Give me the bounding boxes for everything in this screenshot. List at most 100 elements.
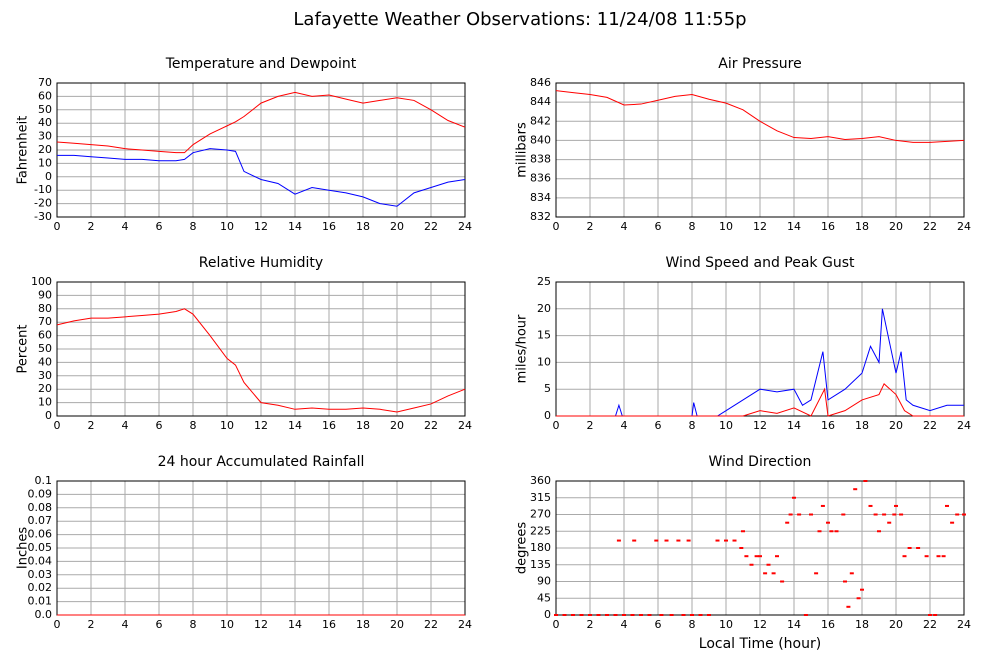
point xyxy=(632,539,637,542)
point xyxy=(936,555,941,558)
series-line xyxy=(555,90,965,143)
y-tick-label: 5 xyxy=(544,382,551,395)
chart-title: Relative Humidity xyxy=(199,255,323,271)
x-tick-label: 6 xyxy=(156,220,163,233)
y-tick-label: 20 xyxy=(38,143,52,156)
x-tick-label: 24 xyxy=(458,220,472,233)
x-tick-label: 22 xyxy=(424,220,438,233)
y-axis-label: Inches xyxy=(16,527,31,569)
x-tick-label: 12 xyxy=(254,419,268,432)
x-tick-label: 10 xyxy=(220,220,234,233)
x-tick-label: 10 xyxy=(719,618,733,631)
x-tick-label: 4 xyxy=(621,220,628,233)
x-tick-label: 4 xyxy=(122,618,129,631)
x-tick-label: 16 xyxy=(821,419,835,432)
y-tick-label: 270 xyxy=(530,508,551,521)
point xyxy=(562,614,567,616)
x-tick-label: 22 xyxy=(424,618,438,631)
y-tick-label: 836 xyxy=(530,172,551,185)
point xyxy=(659,614,664,616)
point xyxy=(853,488,858,491)
x-tick-label: 14 xyxy=(288,618,302,631)
y-tick-label: -30 xyxy=(34,210,52,223)
x-tick-label: 8 xyxy=(190,419,197,432)
x-tick-label: 2 xyxy=(587,220,594,233)
y-tick-label: 25 xyxy=(537,275,551,288)
point xyxy=(916,547,921,549)
x-tick-label: 12 xyxy=(254,618,268,631)
point xyxy=(863,480,868,482)
point xyxy=(763,572,768,575)
x-tick-label: 2 xyxy=(88,618,95,631)
y-tick-label: 0.09 xyxy=(28,487,53,500)
x-tick-label: 22 xyxy=(923,618,937,631)
plot-frame xyxy=(555,82,965,218)
x-tick-label: 6 xyxy=(655,419,662,432)
x-tick-label: 16 xyxy=(322,618,336,631)
point xyxy=(962,513,966,516)
x-tick-label: 6 xyxy=(156,419,163,432)
point xyxy=(622,614,626,616)
y-tick-label: 315 xyxy=(530,491,551,504)
x-tick-label: 8 xyxy=(190,618,197,631)
y-tick-label: 135 xyxy=(530,558,551,571)
x-tick-label: 22 xyxy=(923,419,937,432)
y-tick-label: 40 xyxy=(38,355,52,368)
x-tick-label: 8 xyxy=(689,618,696,631)
point xyxy=(902,555,907,558)
point xyxy=(846,605,851,608)
y-tick-label: 10 xyxy=(38,396,52,409)
y-tick-label: 0.02 xyxy=(28,581,53,594)
point xyxy=(605,614,609,616)
y-tick-label: -10 xyxy=(34,183,52,196)
y-tick-label: 842 xyxy=(530,114,551,127)
point xyxy=(826,521,830,524)
point xyxy=(758,555,762,558)
point xyxy=(647,614,652,616)
point xyxy=(928,614,932,616)
x-tick-label: 12 xyxy=(254,220,268,233)
x-tick-label: 14 xyxy=(787,220,801,233)
x-tick-label: 12 xyxy=(753,618,767,631)
x-tick-label: 14 xyxy=(787,618,801,631)
x-tick-label: 0 xyxy=(54,220,61,233)
x-tick-label: 16 xyxy=(322,220,336,233)
y-tick-label: 225 xyxy=(530,524,551,537)
y-tick-label: 30 xyxy=(38,130,52,143)
y-axis-label: Percent xyxy=(16,325,31,374)
x-tick-label: 4 xyxy=(621,618,628,631)
point xyxy=(741,530,745,533)
y-tick-label: 0.04 xyxy=(28,554,53,567)
y-tick-label: 20 xyxy=(537,302,551,315)
point xyxy=(749,563,754,566)
y-tick-label: 838 xyxy=(530,153,551,166)
y-tick-label: 80 xyxy=(38,302,52,315)
x-tick-label: 18 xyxy=(855,220,869,233)
x-axis-label: Local Time (hour) xyxy=(699,636,821,652)
point xyxy=(834,530,839,533)
point xyxy=(860,588,864,591)
point xyxy=(698,614,703,616)
x-tick-label: 0 xyxy=(553,618,560,631)
y-tick-label: 846 xyxy=(530,76,551,89)
y-tick-label: 832 xyxy=(530,210,551,223)
x-tick-label: 16 xyxy=(821,618,835,631)
x-tick-label: 8 xyxy=(190,220,197,233)
point xyxy=(554,614,558,616)
y-tick-label: 0.0 xyxy=(35,608,53,621)
x-tick-label: 4 xyxy=(122,220,129,233)
y-tick-label: 50 xyxy=(38,103,52,116)
point xyxy=(924,555,929,558)
point xyxy=(873,513,878,516)
point xyxy=(664,539,669,542)
point xyxy=(809,513,813,516)
x-tick-label: 18 xyxy=(356,419,370,432)
x-tick-label: 0 xyxy=(553,220,560,233)
y-tick-label: 10 xyxy=(537,355,551,368)
x-tick-label: 6 xyxy=(655,220,662,233)
point xyxy=(892,513,897,516)
point xyxy=(686,539,691,542)
point xyxy=(814,572,819,575)
y-tick-label: 40 xyxy=(38,116,52,129)
x-tick-label: 22 xyxy=(424,419,438,432)
